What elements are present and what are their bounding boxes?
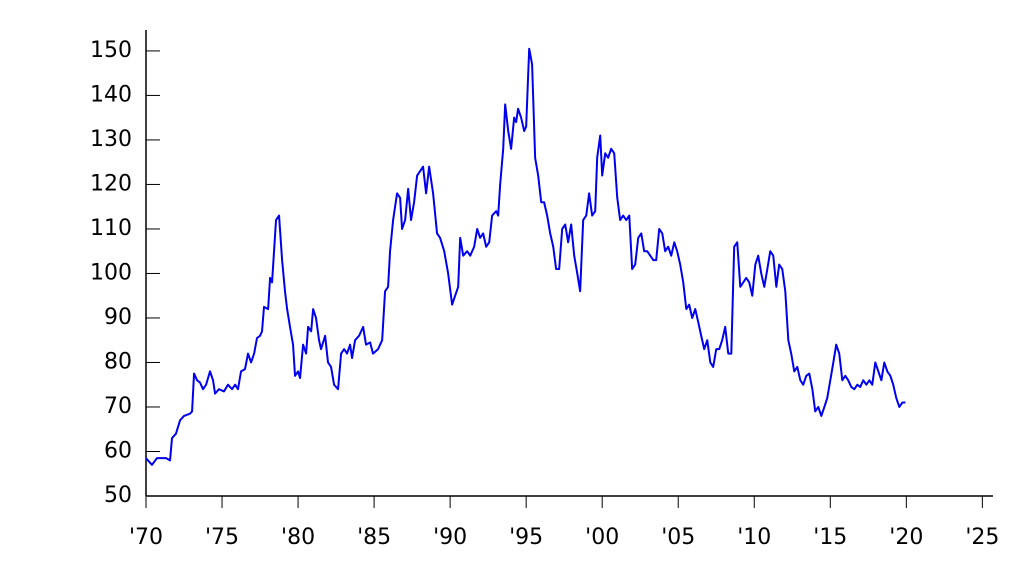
x-tick-label: '10	[737, 525, 771, 550]
x-tick-label: '25	[965, 525, 999, 550]
y-tick-label: 120	[90, 171, 132, 196]
y-tick-label: 70	[104, 394, 132, 419]
y-tick-label: 50	[104, 483, 132, 508]
y-tick-label: 90	[104, 305, 132, 330]
x-tick-label: '90	[433, 525, 467, 550]
x-tick-label: '15	[813, 525, 847, 550]
y-tick-label: 150	[90, 38, 132, 63]
x-tick-label: '75	[205, 525, 239, 550]
y-tick-label: 140	[90, 82, 132, 107]
x-tick-label: '80	[281, 525, 315, 550]
y-tick-label: 80	[104, 349, 132, 374]
x-tick-label: '95	[509, 525, 543, 550]
line	[145, 47, 906, 466]
x-tick-label: '20	[889, 525, 923, 550]
y-tick-label: 100	[90, 260, 132, 285]
x-tick-label: '70	[129, 525, 163, 550]
y-tick-label: 60	[104, 438, 132, 463]
x-tick-label: '05	[661, 525, 695, 550]
y-tick-label: 110	[90, 216, 132, 241]
x-tick-label: '85	[357, 525, 391, 550]
x-tick-label: '00	[585, 525, 619, 550]
y-tick-label: 130	[90, 127, 132, 152]
